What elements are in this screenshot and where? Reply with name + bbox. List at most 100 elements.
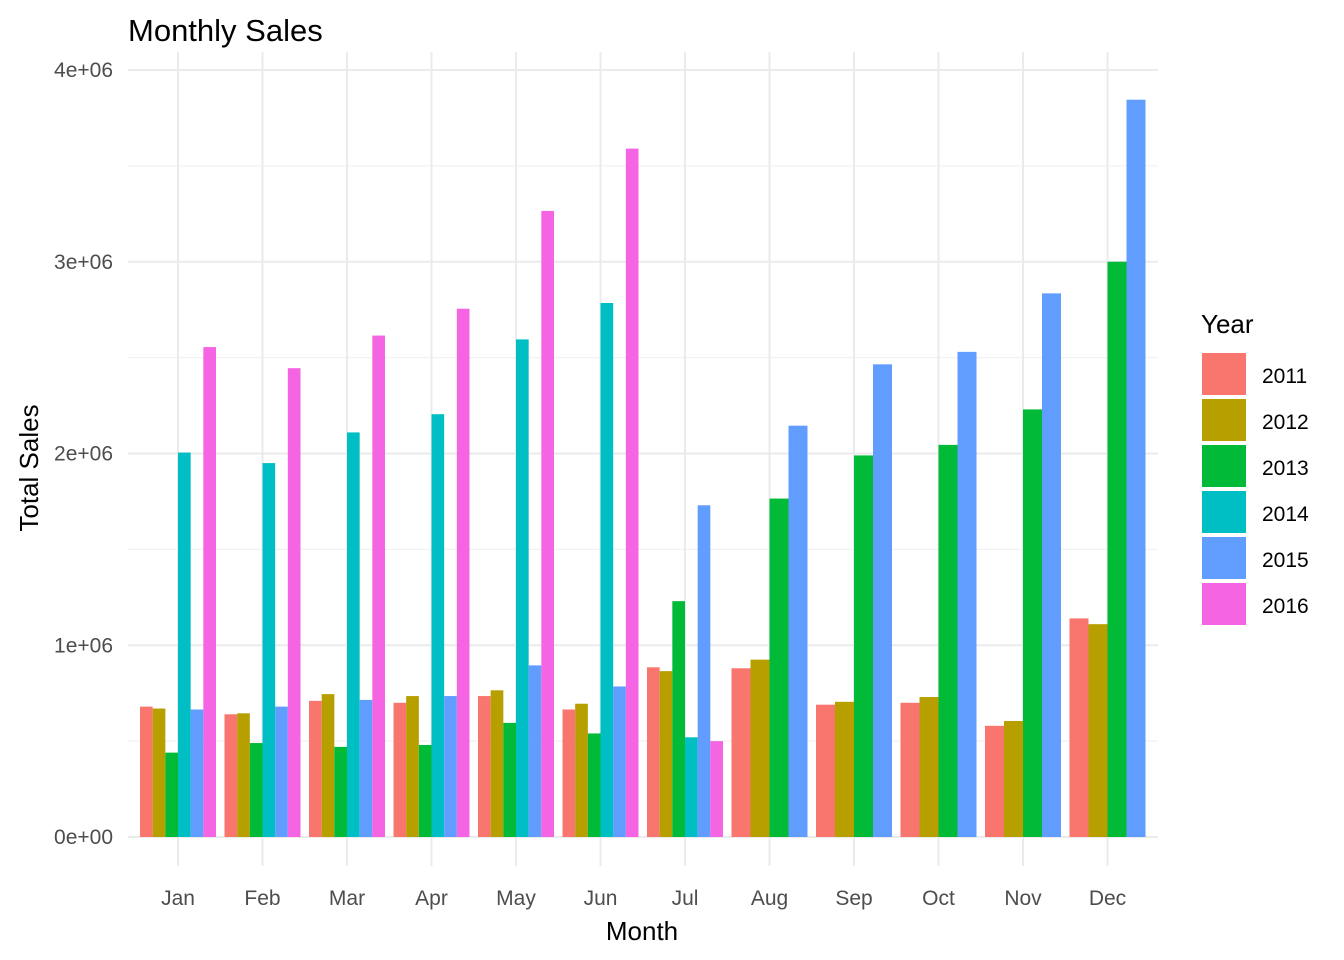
bar-mar-2015 xyxy=(359,699,373,837)
legend-swatch-2015 xyxy=(1202,537,1246,579)
y-tick-label: 2e+06 xyxy=(54,443,113,466)
bar-jan-2011 xyxy=(140,706,153,837)
bar-aug-2015 xyxy=(788,425,808,837)
bar-oct-2015 xyxy=(957,351,977,837)
bar-jun-2015 xyxy=(613,686,626,837)
bar-jan-2013 xyxy=(165,752,178,837)
bar-dec-2012 xyxy=(1088,624,1108,837)
y-axis-title: Total Sales xyxy=(14,404,44,531)
bar-apr-2011 xyxy=(393,702,407,837)
bar-apr-2013 xyxy=(418,744,432,837)
bar-apr-2016 xyxy=(456,308,470,837)
bar-jun-2011 xyxy=(562,709,576,837)
legend-swatch-2013 xyxy=(1202,445,1246,487)
bar-jun-2016 xyxy=(625,148,639,837)
x-tick-label: Jul xyxy=(672,887,699,910)
bar-mar-2011 xyxy=(309,700,322,837)
y-tick-label: 3e+06 xyxy=(54,251,113,274)
bar-aug-2012 xyxy=(750,659,770,837)
bar-aug-2013 xyxy=(769,498,789,837)
bar-may-2014 xyxy=(516,339,529,837)
legend-swatch-2014 xyxy=(1202,491,1246,533)
x-tick-label: Jan xyxy=(161,887,195,910)
legend-label-2011: 2011 xyxy=(1262,365,1307,388)
bar-apr-2014 xyxy=(431,414,445,837)
bar-nov-2011 xyxy=(985,725,1004,837)
bar-aug-2011 xyxy=(731,668,751,837)
bar-mar-2012 xyxy=(321,694,335,837)
legend-title: Year xyxy=(1201,309,1254,339)
x-tick-label: May xyxy=(496,887,536,910)
bar-sep-2012 xyxy=(835,701,854,837)
bar-feb-2015 xyxy=(275,706,288,837)
bar-apr-2012 xyxy=(406,696,419,837)
bar-feb-2011 xyxy=(224,714,238,837)
legend-label-2013: 2013 xyxy=(1262,457,1309,480)
legend-label-2016: 2016 xyxy=(1262,595,1309,618)
legend: Year 2011 2012 2013 2014 2015 2016 xyxy=(1201,309,1309,625)
bar-feb-2012 xyxy=(237,713,250,837)
bar-may-2011 xyxy=(478,696,491,837)
bar-feb-2013 xyxy=(249,743,263,837)
bar-oct-2011 xyxy=(900,702,920,837)
x-tick-label: Nov xyxy=(1004,887,1042,910)
bar-sep-2011 xyxy=(816,704,835,837)
bar-jul-2014 xyxy=(685,737,698,837)
bar-dec-2013 xyxy=(1107,261,1127,837)
x-tick-label: Oct xyxy=(922,887,955,910)
x-tick-label: Aug xyxy=(751,887,788,910)
bar-mar-2014 xyxy=(347,432,360,837)
bar-jun-2014 xyxy=(600,302,614,837)
y-axis-ticks: 0e+00 1e+06 2e+06 3e+06 4e+06 xyxy=(54,59,113,849)
bar-jul-2011 xyxy=(647,667,660,837)
bar-feb-2014 xyxy=(262,463,276,837)
legend-swatch-2011 xyxy=(1202,353,1246,395)
bar-apr-2015 xyxy=(444,696,457,837)
bar-jun-2013 xyxy=(587,733,601,837)
bar-oct-2012 xyxy=(919,697,939,837)
bar-mar-2013 xyxy=(334,746,347,837)
bar-feb-2016 xyxy=(287,368,301,837)
bar-may-2016 xyxy=(541,210,554,837)
bar-jan-2016 xyxy=(203,347,216,837)
bar-nov-2013 xyxy=(1023,409,1042,837)
bar-nov-2015 xyxy=(1042,293,1061,837)
legend-swatch-2012 xyxy=(1202,399,1246,441)
bar-dec-2011 xyxy=(1069,618,1089,837)
bar-jun-2012 xyxy=(575,703,588,837)
bar-sep-2015 xyxy=(873,364,892,837)
x-tick-label: Jun xyxy=(584,887,618,910)
x-tick-label: Dec xyxy=(1089,887,1126,910)
bar-oct-2013 xyxy=(938,444,958,837)
legend-label-2015: 2015 xyxy=(1262,549,1309,572)
bar-sep-2013 xyxy=(854,455,873,837)
bar-may-2013 xyxy=(503,722,516,837)
bar-jul-2013 xyxy=(672,601,685,837)
x-tick-label: Apr xyxy=(415,887,448,910)
bar-jan-2014 xyxy=(178,452,191,837)
bar-jul-2016 xyxy=(710,741,723,837)
bar-nov-2012 xyxy=(1004,720,1023,837)
y-tick-label: 4e+06 xyxy=(54,59,113,82)
bar-jul-2012 xyxy=(659,671,673,837)
legend-swatch-2016 xyxy=(1202,583,1246,625)
x-axis-title: Month xyxy=(606,916,678,946)
x-tick-label: Sep xyxy=(835,887,872,910)
legend-label-2014: 2014 xyxy=(1262,503,1309,526)
bar-jul-2015 xyxy=(697,505,711,837)
y-tick-label: 1e+06 xyxy=(54,634,113,657)
bar-jan-2012 xyxy=(152,708,166,837)
x-tick-label: Feb xyxy=(244,887,280,910)
bar-dec-2015 xyxy=(1126,99,1146,837)
chart-title: Monthly Sales xyxy=(128,13,323,48)
bar-mar-2016 xyxy=(372,335,385,837)
x-axis-ticks: Jan Feb Mar Apr May Jun Jul Aug Sep Oct Nov Dec xyxy=(161,887,1126,910)
x-tick-label: Mar xyxy=(329,887,365,910)
bars xyxy=(140,99,1146,837)
y-tick-label: 0e+00 xyxy=(54,826,113,849)
bar-may-2015 xyxy=(528,665,542,837)
bar-may-2012 xyxy=(490,690,504,837)
bar-jan-2015 xyxy=(190,709,204,837)
